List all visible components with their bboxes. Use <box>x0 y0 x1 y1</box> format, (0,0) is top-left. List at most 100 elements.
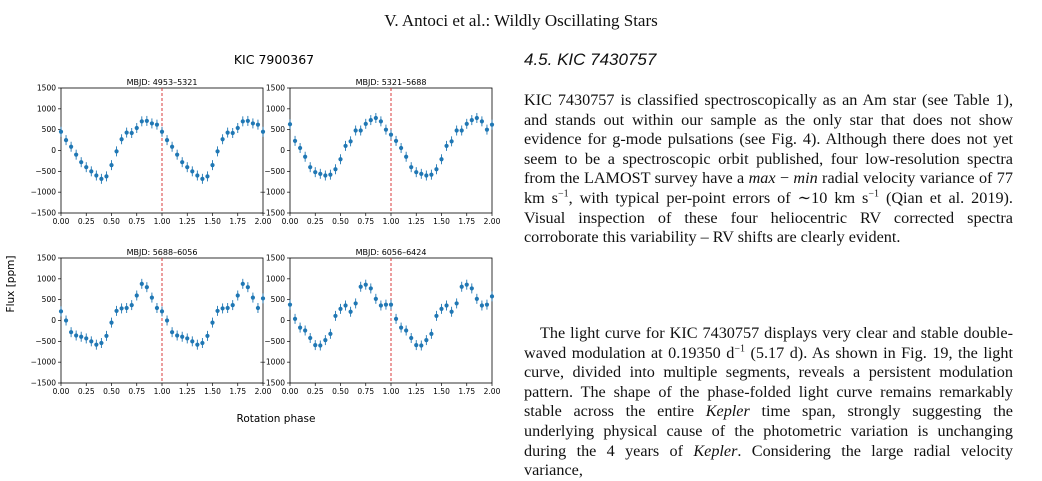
data-point <box>225 305 230 311</box>
data-point <box>114 149 119 154</box>
data-point <box>99 340 104 346</box>
data-point <box>399 325 404 330</box>
y-tick-label: 1000 <box>37 274 56 283</box>
y-tick-label: 500 <box>271 125 286 134</box>
data-point <box>129 130 134 136</box>
x-tick-label: 1.75 <box>229 387 246 396</box>
data-point <box>104 333 109 339</box>
data-point <box>388 302 394 307</box>
data-point <box>287 122 293 127</box>
data-point <box>124 130 129 135</box>
x-tick-label: 0.25 <box>78 217 95 226</box>
panel-1: MBJD: 4953–5321 0.00 0.25 0.50 0.75 1.00 1.25 1… <box>31 78 272 226</box>
data-point <box>409 165 414 170</box>
data-point <box>414 170 419 175</box>
x-tick-label: 1.00 <box>154 387 171 396</box>
x-tick-label: 1.00 <box>154 217 171 226</box>
x-tick-label: 0.50 <box>332 387 349 396</box>
data-point <box>404 154 409 159</box>
x-tick-label: 0.50 <box>103 387 120 396</box>
data-point <box>383 127 389 132</box>
data-point <box>235 125 240 131</box>
data-point <box>58 309 64 314</box>
x-tick-label: 0.25 <box>307 387 324 396</box>
data-point <box>79 334 84 339</box>
running-head: V. Antoci et al.: Wildly Oscillating Sta… <box>384 11 658 30</box>
data-point <box>328 172 333 177</box>
x-tick-label: 0.00 <box>282 387 299 396</box>
data-point <box>84 336 89 341</box>
data-point <box>464 121 469 126</box>
data-point <box>469 117 474 123</box>
data-point <box>69 144 74 149</box>
data-point <box>250 121 255 126</box>
x-tick-label: 1.75 <box>458 387 475 396</box>
data-point <box>404 328 409 333</box>
data-point <box>210 162 215 168</box>
data-point <box>308 165 313 170</box>
data-point <box>220 306 225 311</box>
x-tick-label: 1.00 <box>383 217 400 226</box>
data-point <box>134 293 139 298</box>
data-point <box>489 294 495 299</box>
data-point <box>89 339 94 344</box>
data-point <box>149 121 154 126</box>
data-point <box>298 325 303 330</box>
data-point <box>434 313 439 319</box>
x-tick-label: 0.50 <box>332 217 349 226</box>
y-tick-label: 0 <box>280 316 285 325</box>
data-point <box>393 316 399 321</box>
data-point <box>449 309 454 314</box>
data-point <box>464 282 469 287</box>
data-point <box>318 343 323 348</box>
x-tick-label: 0.00 <box>53 387 70 396</box>
data-point <box>409 335 414 341</box>
data-point <box>159 309 165 314</box>
x-tick-label: 1.75 <box>229 217 246 226</box>
x-tick-label: 2.00 <box>255 387 272 396</box>
y-tick-label: 0 <box>51 146 56 155</box>
x-tick-label: 1.25 <box>179 217 196 226</box>
data-point <box>484 302 490 307</box>
data-point <box>164 137 170 143</box>
data-point <box>215 308 220 314</box>
data-point <box>255 305 261 311</box>
data-point <box>180 160 185 165</box>
data-point <box>419 343 424 348</box>
y-tick-label: 1000 <box>266 274 285 283</box>
data-point <box>200 176 205 181</box>
data-point <box>363 282 368 287</box>
y-tick-label: −1000 <box>260 188 286 197</box>
x-tick-label: 2.00 <box>255 217 272 226</box>
data-point <box>388 132 394 137</box>
x-tick-label: 0.50 <box>103 217 120 226</box>
x-tick-label: 2.00 <box>484 217 501 226</box>
y-axis-label: Flux [ppm] <box>5 256 17 313</box>
panel-title: MBJD: 6056–6424 <box>356 248 427 257</box>
data-point <box>245 118 250 124</box>
data-point <box>353 128 358 133</box>
data-point <box>99 176 104 181</box>
data-point <box>333 167 338 172</box>
y-tick-label: −1500 <box>260 209 286 218</box>
data-point <box>175 152 180 157</box>
data-point <box>89 169 94 174</box>
data-point <box>144 285 149 290</box>
x-tick-label: 1.50 <box>204 387 221 396</box>
data-point <box>230 302 235 308</box>
data-point <box>474 115 479 121</box>
x-tick-label: 0.25 <box>78 387 95 396</box>
x-tick-label: 1.75 <box>458 217 475 226</box>
data-point <box>454 301 459 306</box>
data-point <box>338 306 343 311</box>
paragraph-1: KIC 7430757 is classified spectroscopica… <box>524 91 1013 247</box>
data-point <box>144 118 149 124</box>
data-point <box>308 335 313 341</box>
data-point <box>63 137 69 143</box>
paragraph-2: The light curve for KIC 7430757 displays… <box>524 324 1013 480</box>
y-tick-label: 500 <box>42 125 57 134</box>
data-point <box>383 302 389 307</box>
y-tick-label: 1500 <box>37 84 56 93</box>
data-point <box>220 137 225 142</box>
data-point <box>343 303 348 308</box>
